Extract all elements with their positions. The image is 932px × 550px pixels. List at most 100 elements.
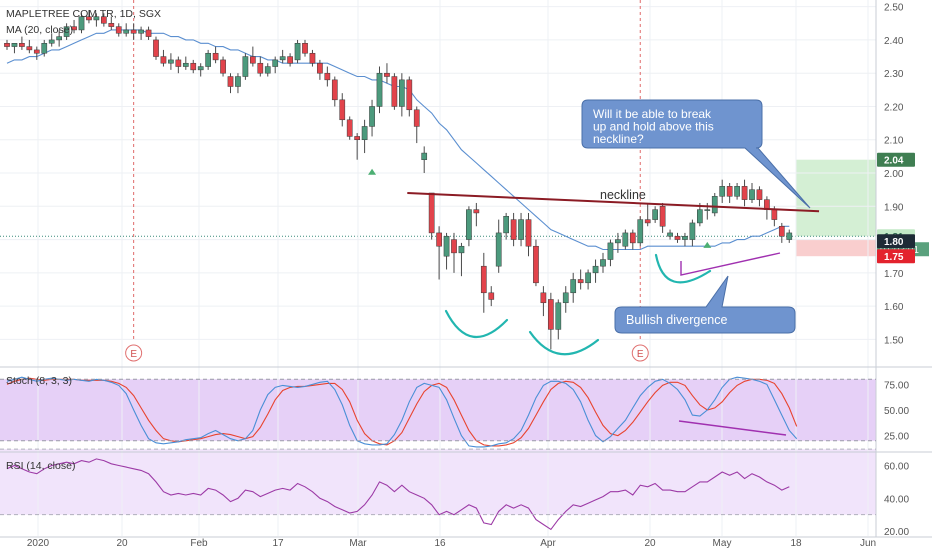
candle-body bbox=[138, 29, 144, 34]
candle-body bbox=[168, 59, 174, 64]
candle-body bbox=[182, 62, 189, 67]
candle bbox=[369, 99, 375, 137]
stoch-tick-label: 75.00 bbox=[884, 380, 909, 391]
callout-top-line: neckline? bbox=[593, 132, 644, 146]
candle-body bbox=[622, 232, 629, 247]
candle-body bbox=[637, 219, 644, 244]
candle bbox=[555, 299, 562, 340]
candle-body bbox=[734, 186, 740, 197]
candle bbox=[317, 59, 323, 80]
candle-body bbox=[421, 152, 428, 160]
price-tick-label: 1.70 bbox=[884, 269, 904, 280]
candle-body bbox=[778, 226, 785, 237]
candle bbox=[160, 49, 167, 67]
ma-line bbox=[6, 29, 790, 251]
candle-body bbox=[190, 62, 197, 71]
candle bbox=[518, 212, 524, 247]
candle bbox=[250, 46, 256, 67]
candle-body bbox=[607, 242, 614, 260]
candle-body bbox=[466, 209, 472, 240]
candle-body bbox=[376, 72, 383, 107]
candle-body bbox=[704, 209, 711, 211]
candle bbox=[533, 239, 539, 287]
candle-body bbox=[11, 43, 18, 47]
candle bbox=[78, 13, 85, 34]
candle-body bbox=[749, 189, 755, 200]
candle bbox=[242, 53, 249, 80]
candle-body bbox=[287, 56, 293, 64]
candle bbox=[734, 183, 740, 200]
x-tick-label: 2020 bbox=[27, 538, 50, 549]
candle bbox=[600, 252, 606, 273]
candle-body bbox=[682, 235, 688, 240]
candle bbox=[71, 19, 77, 34]
candle bbox=[331, 76, 338, 107]
candle-body bbox=[160, 56, 167, 64]
candle bbox=[346, 116, 353, 140]
candle-body bbox=[689, 222, 696, 240]
candle-body bbox=[786, 232, 793, 240]
candle bbox=[689, 219, 696, 247]
candle-body bbox=[309, 52, 316, 64]
pattern-arc bbox=[528, 330, 600, 356]
rsi-tick-label: 40.00 bbox=[884, 494, 909, 505]
candle bbox=[391, 73, 398, 110]
candle bbox=[302, 39, 308, 57]
candle-body bbox=[41, 43, 48, 54]
candle bbox=[495, 219, 502, 273]
candle-body bbox=[331, 79, 338, 101]
candle bbox=[421, 146, 428, 174]
x-tick-label: Mar bbox=[349, 538, 367, 549]
price-tick-label: 2.50 bbox=[884, 3, 904, 14]
candle-body bbox=[495, 232, 502, 267]
x-tick-label: 16 bbox=[434, 538, 446, 549]
candle-body bbox=[71, 26, 77, 31]
candle-body bbox=[674, 235, 681, 240]
candle bbox=[19, 36, 25, 50]
candle-body bbox=[115, 26, 122, 34]
candle-body bbox=[384, 72, 390, 77]
candle-body bbox=[525, 219, 532, 247]
candle bbox=[428, 192, 435, 240]
candle bbox=[749, 183, 755, 203]
x-tick-label: Apr bbox=[540, 538, 556, 549]
candle-body bbox=[697, 209, 703, 224]
candle bbox=[86, 9, 92, 24]
price-tick-label: 2.20 bbox=[884, 102, 904, 113]
price-tick-label: 2.00 bbox=[884, 169, 904, 180]
candle bbox=[458, 242, 465, 277]
entry-price-label-text: 1.80 bbox=[884, 237, 904, 248]
neckline-line bbox=[407, 191, 820, 213]
earnings-marker-label: E bbox=[130, 349, 137, 360]
candle bbox=[339, 93, 346, 127]
candle-body bbox=[354, 136, 360, 140]
candle-body bbox=[555, 302, 562, 330]
candle-body bbox=[503, 216, 509, 234]
candle bbox=[726, 183, 733, 203]
stop-zone bbox=[796, 239, 876, 257]
candle-body bbox=[346, 119, 353, 137]
earnings-marker bbox=[631, 344, 649, 362]
candle bbox=[168, 53, 174, 70]
price-tick-label: 1.60 bbox=[884, 302, 904, 313]
candle bbox=[175, 56, 182, 74]
up-arrow-icon bbox=[703, 241, 712, 248]
candle bbox=[443, 232, 450, 270]
entry-price-label: 1.80 bbox=[877, 234, 915, 249]
candle bbox=[205, 49, 212, 70]
candle-body bbox=[250, 56, 256, 64]
candle bbox=[436, 226, 442, 280]
candle bbox=[786, 229, 793, 243]
candle-body bbox=[302, 43, 308, 54]
candle-body bbox=[264, 66, 271, 74]
callout-bottom: Bullish divergence bbox=[614, 275, 796, 334]
candle bbox=[93, 13, 100, 27]
callout-top-line: Will it be able to break bbox=[593, 107, 712, 121]
candle bbox=[652, 206, 658, 223]
stoch-tick-label: 25.00 bbox=[884, 432, 909, 443]
candle bbox=[279, 49, 286, 64]
candle bbox=[63, 23, 70, 40]
earnings-marker bbox=[125, 344, 143, 362]
x-tick-label: 17 bbox=[272, 538, 284, 549]
